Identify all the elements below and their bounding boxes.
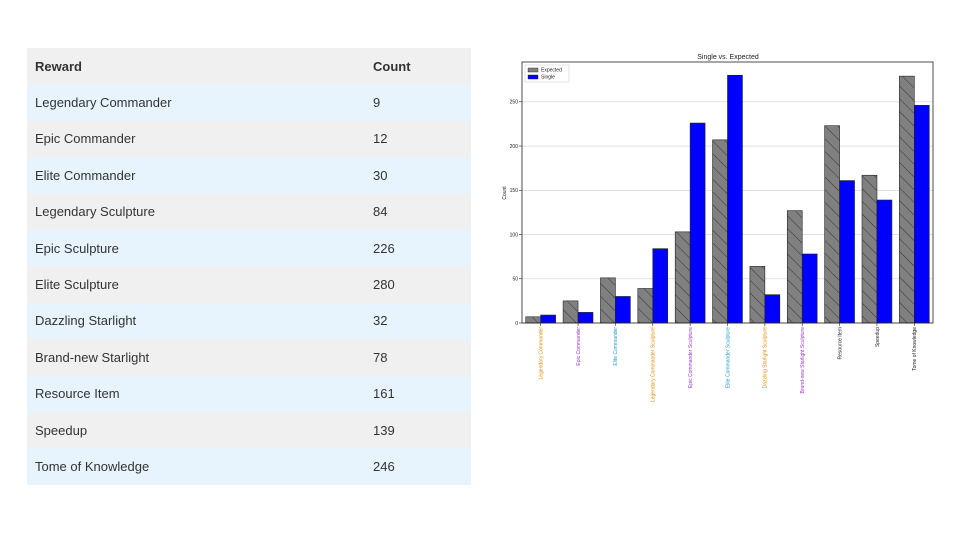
bar-hatch: [899, 76, 915, 323]
legend-label: Single: [541, 75, 555, 81]
table-body: Legendary Commander 9 Epic Commander 12 Elit…: [27, 84, 471, 485]
x-tick-label: Elite Commander Sculpture: [725, 327, 731, 388]
reward-cell: Resource Item: [27, 375, 365, 412]
count-cell: 9: [365, 84, 471, 121]
x-tick-label: Dazzling Starlight Sculpture: [763, 327, 769, 389]
bar-single: [801, 253, 818, 324]
reward-cell: Epic Sculpture: [27, 229, 365, 267]
reward-cell: Elite Sculpture: [27, 266, 365, 303]
table-row: Epic Sculpture 226: [27, 229, 471, 267]
reward-cell: Speedup: [27, 411, 365, 449]
x-tick-label: Speedup: [875, 327, 881, 347]
table-row: Speedup 139: [27, 411, 471, 449]
bar-single: [540, 314, 556, 324]
chart-title: Single vs. Expected: [697, 54, 759, 61]
count-cell: 226: [365, 229, 471, 267]
x-tick-label: Legendary Commander Sculpture: [651, 327, 657, 402]
count-cell: 32: [365, 302, 471, 340]
y-tick-label: 250: [510, 100, 519, 106]
bar-single: [577, 312, 594, 324]
reward-cell: Dazzling Starlight: [27, 302, 365, 340]
axes: 0 50 100 150 200 250 Legendary Commander Epic C…: [510, 61, 934, 402]
bar-single: [764, 294, 781, 324]
bar-single: [914, 105, 930, 324]
y-tick-label: 100: [510, 232, 519, 238]
reward-cell: Elite Commander: [27, 157, 365, 194]
reward-cell: Epic Commander: [27, 120, 365, 158]
table-row: Resource Item 161: [27, 375, 471, 412]
reward-cell: Brand-new Starlight: [27, 339, 365, 376]
bar-single: [876, 199, 893, 324]
bar-hatch: [563, 300, 579, 323]
x-tick-label: Epic Commander Sculpture: [688, 327, 694, 388]
bar-single: [689, 122, 706, 324]
count-cell: 30: [365, 157, 471, 194]
bar-single: [839, 180, 855, 324]
x-tick-label: Resource Item: [837, 327, 843, 360]
table-row: Epic Commander 12: [27, 120, 471, 158]
bar-hatch: [525, 316, 541, 323]
y-axis-label: Count: [502, 186, 508, 200]
count-column-header: Count: [365, 48, 471, 85]
bar-single: [615, 296, 631, 324]
y-tick-label: 0: [515, 321, 518, 327]
y-tick-label: 50: [512, 277, 518, 283]
count-cell: 84: [365, 193, 471, 230]
count-cell: 161: [365, 375, 471, 412]
bar-hatch: [787, 210, 803, 323]
table-row: Legendary Commander 9: [27, 84, 471, 121]
reward-cell: Legendary Sculpture: [27, 193, 365, 230]
bar-hatch: [637, 288, 653, 323]
reward-cell: Tome of Knowledge: [27, 448, 365, 485]
reward-column-header: Reward: [27, 48, 365, 85]
bar-hatch: [675, 231, 691, 323]
bar-single: [727, 74, 743, 324]
table-header-row: Reward Count: [27, 48, 471, 85]
table-row: Dazzling Starlight 32: [27, 302, 471, 340]
bar-hatch: [824, 125, 840, 324]
bar-single: [652, 248, 669, 324]
x-tick-label: Elite Commander: [613, 327, 619, 366]
y-tick-label: 200: [510, 144, 519, 150]
count-cell: 78: [365, 339, 471, 376]
legend-label: Expected: [541, 68, 562, 74]
count-cell: 12: [365, 120, 471, 158]
legend-swatch-hatch: [528, 68, 538, 72]
x-tick-label: Epic Commander: [576, 327, 582, 366]
bars: [525, 74, 930, 324]
table-row: Tome of Knowledge 246: [27, 448, 471, 485]
y-tick-label: 150: [510, 188, 519, 194]
table-row: Elite Sculpture 280: [27, 266, 471, 303]
x-tick-label: Legendary Commander: [538, 327, 544, 380]
count-cell: 246: [365, 448, 471, 485]
table-row: Legendary Sculpture 84: [27, 193, 471, 230]
bar-chart: Single vs. Expected 0 50 100 150 200 250 Legen…: [502, 54, 934, 402]
table-row: Elite Commander 30: [27, 157, 471, 194]
bar-hatch: [749, 266, 765, 323]
count-cell: 280: [365, 266, 471, 303]
legend-swatch-single: [527, 74, 539, 80]
table-row: Brand-new Starlight 78: [27, 339, 471, 376]
count-cell: 139: [365, 411, 471, 449]
reward-table: Reward Count Legendary Commander 9 Epic Co…: [27, 48, 471, 485]
bar-hatch: [712, 139, 728, 323]
x-tick-label: Brand-new Starlight Sculpture: [800, 327, 806, 394]
reward-cell: Legendary Commander: [27, 84, 365, 121]
x-tick-label: Tome of Knowledge: [912, 327, 918, 371]
bar-hatch: [862, 175, 877, 323]
bar-hatch: [600, 277, 616, 323]
